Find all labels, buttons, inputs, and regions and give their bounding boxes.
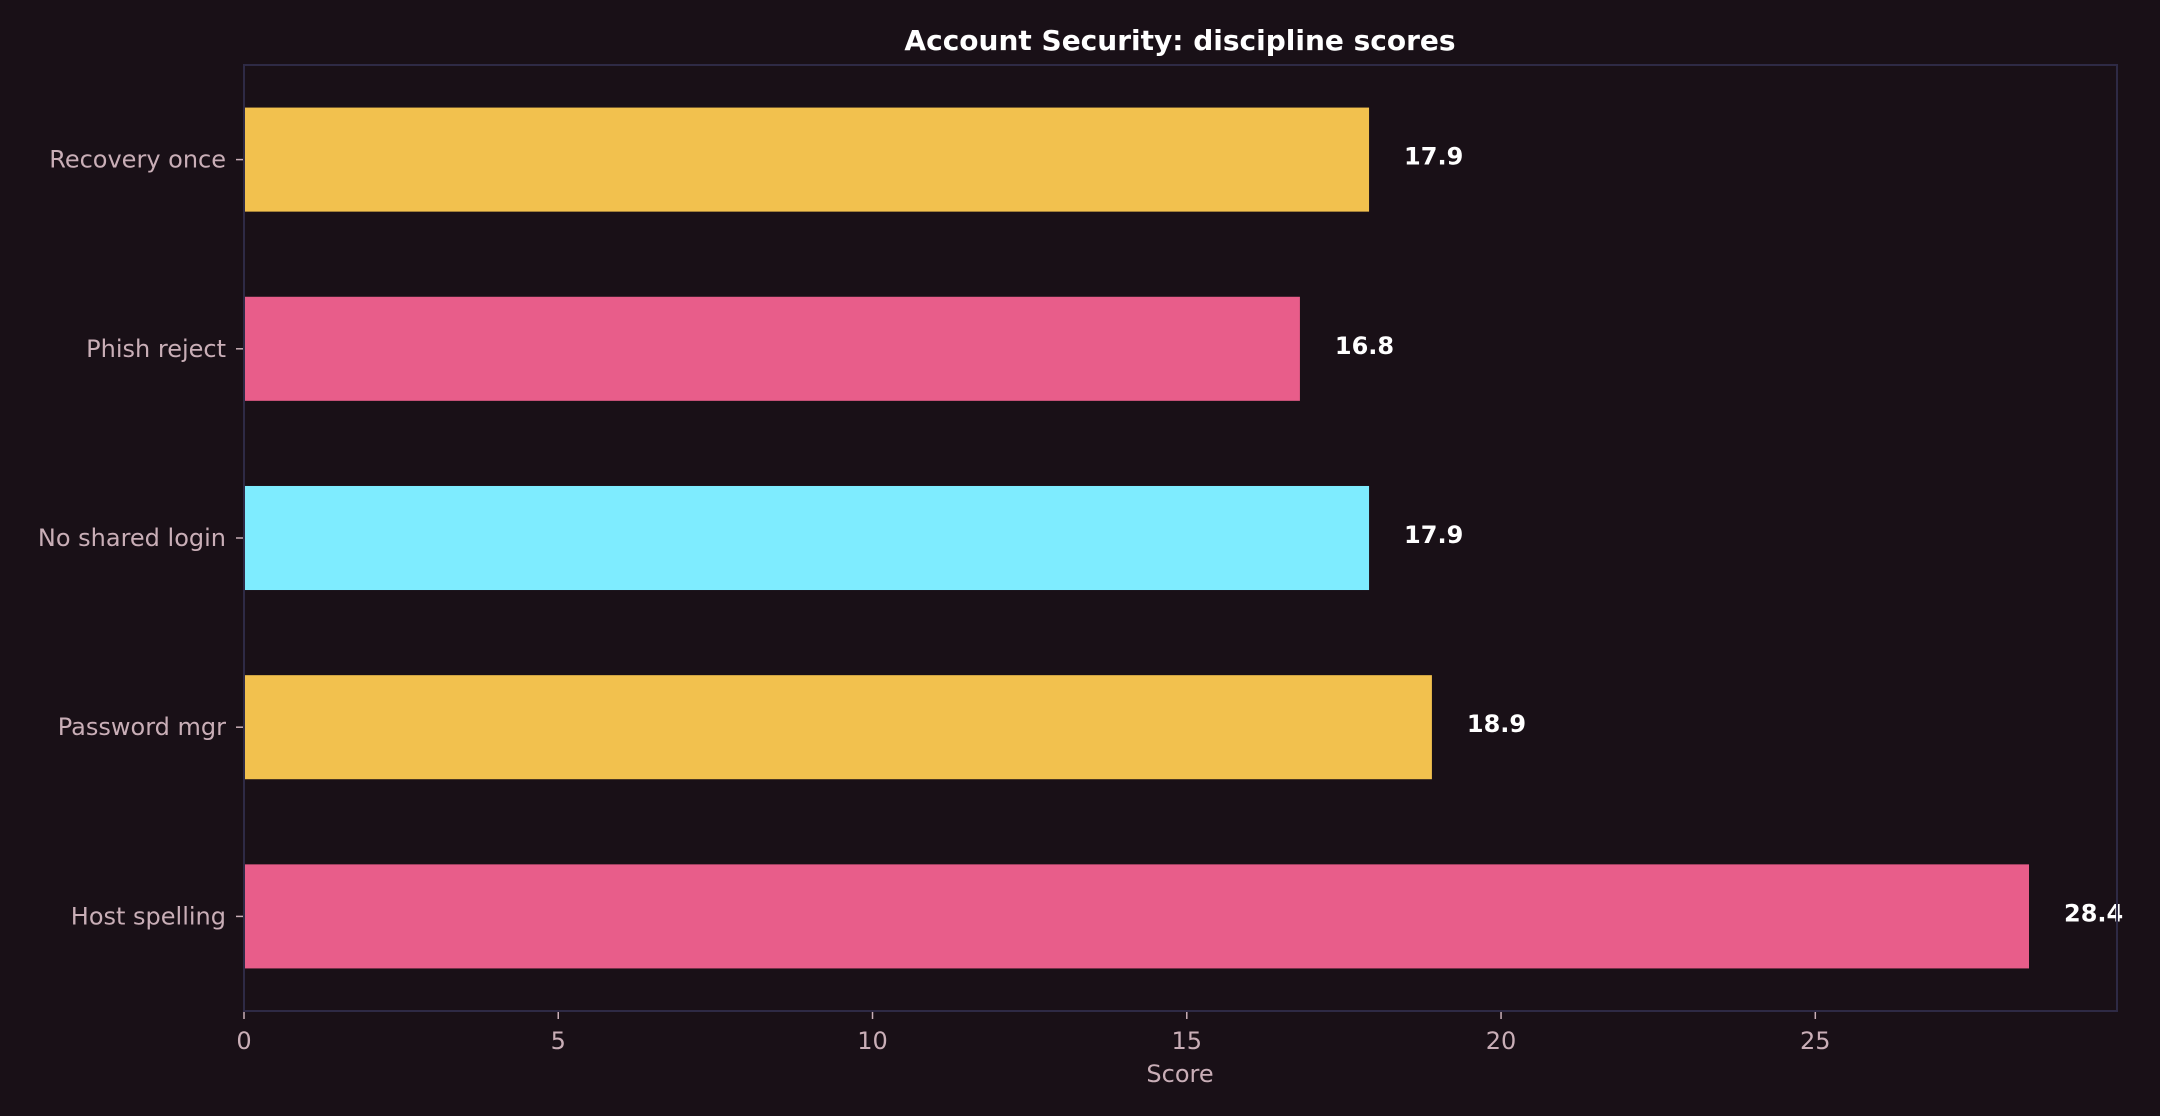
bar-phish-reject: [244, 296, 1300, 401]
x-tick-label: 20: [1486, 1027, 1517, 1055]
data-label: 28.4: [2064, 899, 2123, 927]
bar-password-mgr: [244, 675, 1432, 780]
bar-no-shared-login: [244, 485, 1370, 591]
x-tick-label: 5: [551, 1027, 566, 1055]
x-axis: 0 5 10 15 20 25: [236, 1011, 1831, 1055]
y-tick-label: Recovery once: [49, 146, 226, 174]
bar-host-spelling: [244, 864, 2030, 969]
y-axis: Recovery once Phish reject No shared login…: [38, 146, 244, 930]
data-labels-group: 17.9 16.8 17.9 18.9 28.4: [1335, 143, 2123, 928]
y-tick-label: No shared login: [38, 524, 226, 552]
data-label: 17.9: [1404, 143, 1463, 171]
data-label: 18.9: [1467, 710, 1526, 738]
plot-frame: [243, 64, 2118, 1012]
data-label: 17.9: [1404, 521, 1463, 549]
chart-title: Account Security: discipline scores: [904, 24, 1455, 57]
y-tick-label: Phish reject: [86, 335, 226, 363]
x-tick-label: 0: [236, 1027, 251, 1055]
x-tick-label: 25: [1800, 1027, 1831, 1055]
bars-group: [244, 107, 2030, 969]
x-axis-label: Score: [1146, 1060, 1213, 1088]
bar-recovery-once: [244, 107, 1370, 212]
data-label: 16.8: [1335, 332, 1394, 360]
y-tick-label: Password mgr: [58, 713, 226, 741]
y-tick-label: Host spelling: [71, 902, 226, 930]
x-tick-label: 15: [1172, 1027, 1203, 1055]
x-tick-label: 10: [857, 1027, 888, 1055]
